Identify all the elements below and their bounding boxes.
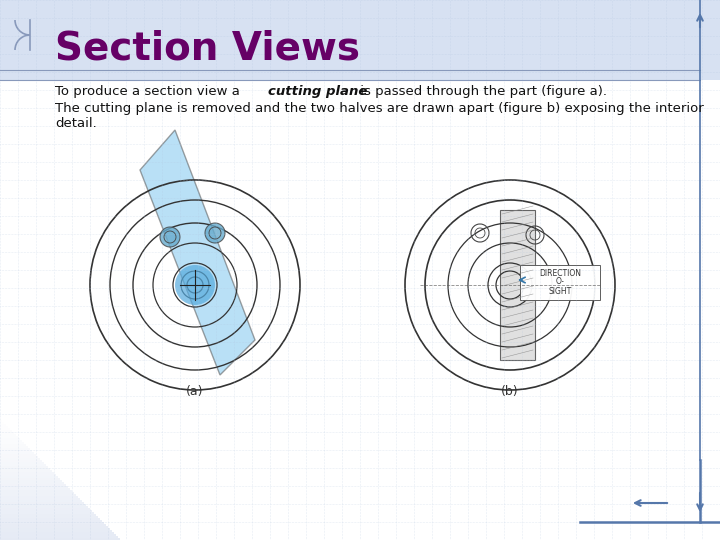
Bar bbox=[0, 508, 90, 510]
Bar bbox=[0, 522, 104, 524]
Text: (b): (b) bbox=[501, 385, 519, 398]
Bar bbox=[0, 434, 16, 436]
Bar bbox=[0, 472, 54, 474]
Bar bbox=[0, 530, 112, 532]
Bar bbox=[0, 464, 46, 466]
Bar bbox=[0, 520, 102, 522]
Text: To produce a section view a: To produce a section view a bbox=[55, 85, 244, 98]
Bar bbox=[0, 422, 4, 424]
Bar bbox=[0, 420, 2, 422]
Polygon shape bbox=[140, 130, 255, 375]
Bar bbox=[0, 538, 120, 540]
Bar bbox=[0, 490, 72, 492]
Text: (a): (a) bbox=[186, 385, 204, 398]
Circle shape bbox=[175, 265, 215, 305]
Bar bbox=[0, 440, 22, 442]
Text: SIGHT: SIGHT bbox=[549, 287, 572, 295]
Bar bbox=[0, 432, 14, 434]
Bar bbox=[0, 452, 34, 454]
Bar bbox=[0, 506, 88, 508]
Bar bbox=[0, 528, 110, 530]
Bar bbox=[0, 514, 96, 516]
Bar bbox=[0, 524, 106, 526]
Bar bbox=[0, 438, 20, 440]
Bar bbox=[0, 426, 8, 428]
Bar bbox=[0, 424, 6, 426]
Bar bbox=[500, 210, 535, 360]
Text: is passed through the part (figure a).: is passed through the part (figure a). bbox=[356, 85, 607, 98]
Bar bbox=[0, 436, 18, 438]
Bar bbox=[0, 484, 66, 486]
Bar bbox=[0, 428, 10, 430]
Bar bbox=[0, 510, 92, 512]
Bar bbox=[0, 512, 94, 514]
Bar bbox=[0, 518, 100, 520]
Bar bbox=[0, 534, 116, 536]
Bar bbox=[0, 448, 30, 450]
Bar bbox=[0, 470, 52, 472]
Bar bbox=[0, 450, 32, 452]
Bar bbox=[0, 480, 62, 482]
Bar bbox=[0, 502, 84, 504]
Text: cutting plane: cutting plane bbox=[268, 85, 367, 98]
Bar bbox=[0, 458, 40, 460]
Bar bbox=[0, 478, 60, 480]
Circle shape bbox=[160, 227, 180, 247]
Bar bbox=[0, 504, 86, 506]
Bar bbox=[0, 460, 42, 462]
Bar bbox=[0, 488, 70, 490]
Bar bbox=[0, 442, 24, 444]
Bar bbox=[0, 516, 98, 518]
Bar bbox=[0, 482, 64, 484]
Text: O-: O- bbox=[556, 278, 564, 287]
Bar bbox=[520, 265, 600, 300]
Bar bbox=[0, 494, 76, 496]
Bar bbox=[0, 500, 82, 502]
Bar bbox=[0, 454, 36, 456]
Bar bbox=[0, 430, 12, 432]
Bar bbox=[0, 0, 720, 80]
Bar bbox=[0, 466, 48, 468]
Text: Section Views: Section Views bbox=[55, 29, 360, 67]
Circle shape bbox=[205, 223, 225, 243]
Bar bbox=[0, 476, 58, 478]
Bar bbox=[0, 462, 44, 464]
Bar bbox=[0, 474, 56, 476]
Text: The cutting plane is removed and the two halves are drawn apart (figure b) expos: The cutting plane is removed and the two… bbox=[55, 102, 703, 130]
Text: DIRECTION: DIRECTION bbox=[539, 268, 581, 278]
Bar bbox=[0, 496, 78, 498]
Bar bbox=[0, 444, 26, 446]
Bar bbox=[0, 498, 80, 500]
Bar bbox=[0, 468, 50, 470]
Bar bbox=[0, 486, 68, 488]
Bar bbox=[0, 532, 114, 534]
Bar bbox=[0, 526, 108, 528]
Bar bbox=[0, 446, 28, 448]
Bar bbox=[0, 456, 38, 458]
Bar bbox=[0, 492, 74, 494]
Bar bbox=[0, 536, 118, 538]
